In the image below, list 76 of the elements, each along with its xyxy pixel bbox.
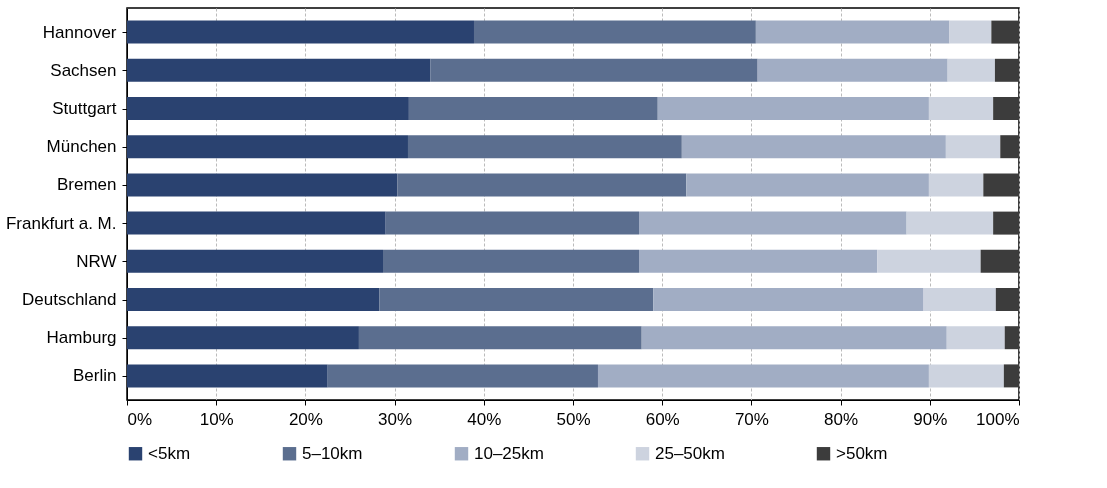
bar [408, 97, 658, 120]
bar [928, 173, 984, 197]
x-tick-label: 50% [556, 409, 591, 429]
bar [653, 288, 924, 311]
bar [127, 97, 409, 120]
x-tick-label: 10% [199, 409, 234, 429]
bar [473, 20, 756, 44]
bar [383, 249, 640, 273]
x-tick-label: 70% [734, 409, 769, 429]
y-tick-label: München [46, 137, 117, 157]
y-tick-label: Sachsen [50, 60, 117, 80]
y-tick-label: Bremen [56, 175, 117, 195]
legend-label: 25–50km [655, 443, 725, 463]
bar [686, 173, 929, 197]
bar [928, 97, 994, 120]
bar [385, 211, 640, 235]
bar [755, 20, 950, 44]
bar [358, 326, 642, 350]
bar [327, 364, 598, 388]
bar [127, 173, 398, 197]
bar [991, 20, 1019, 44]
bar [994, 58, 1019, 82]
bar [980, 249, 1019, 273]
bar [993, 97, 1019, 120]
bar [379, 288, 654, 311]
x-tick-label: 30% [378, 409, 413, 429]
bar [127, 364, 328, 388]
bar [983, 173, 1019, 197]
x-tick-label: 100% [976, 409, 1020, 429]
bar [657, 97, 929, 120]
bar [397, 173, 687, 197]
bar [947, 58, 995, 82]
bar [757, 58, 948, 82]
bar [641, 326, 947, 350]
x-tick-label: 40% [467, 409, 502, 429]
bar [923, 288, 996, 311]
bar [928, 364, 1004, 388]
bar [945, 135, 1001, 159]
bar [949, 20, 992, 44]
bar [639, 211, 907, 235]
bar [1000, 135, 1019, 159]
legend-label: >50km [836, 443, 888, 463]
bar [127, 288, 380, 311]
x-tick-label: 90% [913, 409, 948, 429]
bar [681, 135, 946, 159]
x-tick-label: 0% [127, 409, 153, 429]
bar [1004, 326, 1019, 350]
bar [127, 211, 386, 235]
bar [995, 288, 1019, 311]
bar [877, 249, 981, 273]
y-tick-label: Berlin [73, 366, 117, 386]
bar [407, 135, 682, 159]
x-tick-label: 80% [824, 409, 859, 429]
legend-label: 5–10km [302, 443, 363, 463]
bar [127, 249, 383, 273]
bar [1003, 364, 1019, 388]
bar [993, 211, 1019, 235]
bar [127, 20, 474, 44]
y-tick-label: Hamburg [46, 328, 117, 348]
x-tick-label: 20% [288, 409, 323, 429]
bar [639, 249, 878, 273]
bar [597, 364, 929, 388]
legend-label: <5km [148, 443, 191, 463]
bar [946, 326, 1005, 350]
y-tick-label: Hannover [42, 22, 117, 42]
legend-label: 10–25km [474, 443, 544, 463]
x-tick-label: 60% [645, 409, 680, 429]
bar [127, 326, 359, 350]
y-tick-label: Frankfurt a. M. [5, 213, 117, 233]
bar [127, 135, 408, 159]
y-tick-label: NRW [76, 251, 117, 271]
bar [430, 58, 758, 82]
bar [127, 58, 431, 82]
y-tick-label: Deutschland [21, 290, 117, 309]
y-tick-label: Stuttgart [52, 99, 117, 118]
bar [906, 211, 994, 235]
